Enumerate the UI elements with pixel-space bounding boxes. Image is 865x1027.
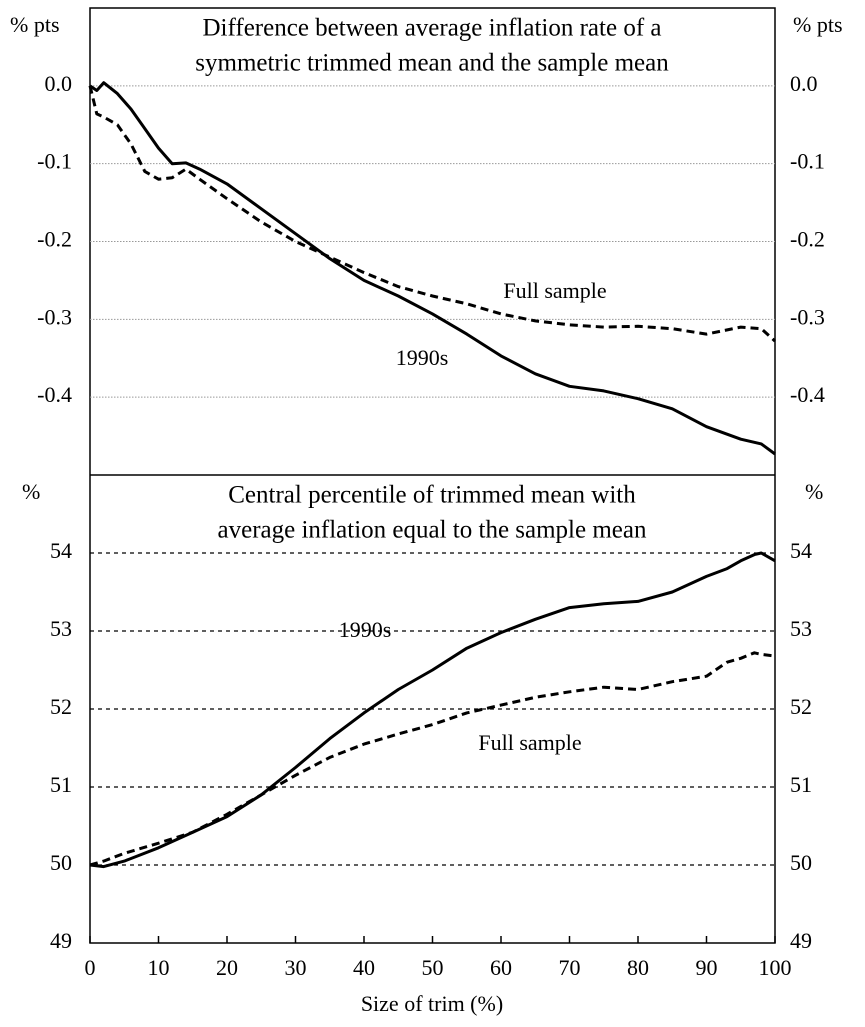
y2-axis-label: % [805, 479, 823, 504]
chart-title: symmetric trimmed mean and the sample me… [195, 50, 669, 77]
data-line [89, 651, 776, 867]
x-tick-label: 50 [422, 955, 444, 980]
y-axis-label: % pts [10, 12, 60, 37]
y2-tick-label: -0.4 [790, 382, 825, 407]
y-tick-label: 51 [50, 772, 72, 797]
y2-axis-label: % pts [793, 12, 843, 37]
data-line [89, 551, 776, 869]
data-line [89, 81, 776, 456]
series-label: 1990s [396, 345, 449, 370]
series-label: 1990s [339, 617, 392, 642]
y2-tick-label: -0.2 [790, 227, 825, 252]
chart-title: Difference between average inflation rat… [203, 15, 662, 42]
y2-tick-label: 53 [790, 616, 812, 641]
series-label: Full sample [478, 730, 581, 755]
x-axis-label: Size of trim (%) [361, 991, 503, 1016]
y-tick-label: -0.2 [37, 227, 72, 252]
y-tick-label: 52 [50, 694, 72, 719]
y-tick-label: 49 [50, 928, 72, 953]
x-tick-label: 0 [85, 955, 96, 980]
y-tick-label: -0.3 [37, 304, 72, 329]
x-tick-label: 70 [559, 955, 581, 980]
y-axis-label: % [22, 479, 40, 504]
x-tick-label: 30 [285, 955, 307, 980]
y-tick-label: -0.4 [37, 382, 72, 407]
y2-tick-label: -0.1 [790, 149, 825, 174]
x-tick-label: 90 [696, 955, 718, 980]
chart-title: Central percentile of trimmed mean with [228, 482, 636, 509]
x-tick-label: 60 [490, 955, 512, 980]
y-tick-label: 50 [50, 850, 72, 875]
y-tick-label: 53 [50, 616, 72, 641]
x-tick-label: 80 [627, 955, 649, 980]
x-tick-label: 40 [353, 955, 375, 980]
y2-tick-label: 54 [790, 538, 812, 563]
chart-title: average inflation equal to the sample me… [218, 517, 647, 544]
x-tick-label: 10 [148, 955, 170, 980]
y-tick-label: 54 [50, 538, 72, 563]
x-tick-label: 20 [216, 955, 238, 980]
y2-tick-label: 51 [790, 772, 812, 797]
y2-tick-label: 0.0 [790, 71, 818, 96]
x-tick-label: 100 [759, 955, 792, 980]
data-line [88, 85, 777, 343]
y2-tick-label: 50 [790, 850, 812, 875]
y-tick-label: 0.0 [45, 71, 73, 96]
y2-tick-label: -0.3 [790, 304, 825, 329]
y-tick-label: -0.1 [37, 149, 72, 174]
y2-tick-label: 49 [790, 928, 812, 953]
series-label: Full sample [503, 278, 606, 303]
y2-tick-label: 52 [790, 694, 812, 719]
